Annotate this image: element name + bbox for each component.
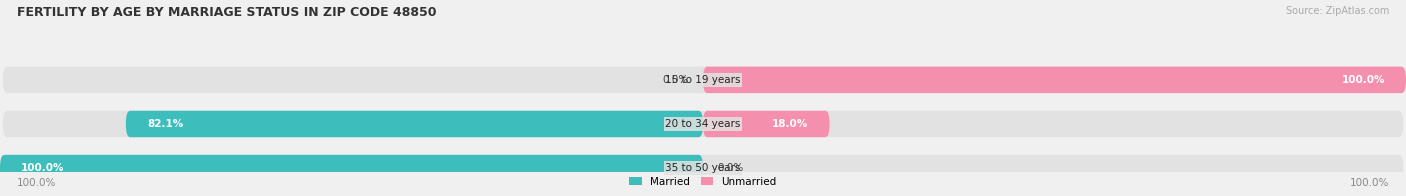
Text: 20 to 34 years: 20 to 34 years <box>665 119 741 129</box>
FancyBboxPatch shape <box>0 155 703 181</box>
Text: 82.1%: 82.1% <box>148 119 183 129</box>
Text: 18.0%: 18.0% <box>772 119 808 129</box>
FancyBboxPatch shape <box>703 111 830 137</box>
Text: 100.0%: 100.0% <box>1341 75 1385 85</box>
Text: 100.0%: 100.0% <box>21 163 65 173</box>
Legend: Married, Unmarried: Married, Unmarried <box>626 172 780 191</box>
FancyBboxPatch shape <box>3 67 1403 93</box>
Text: 0.0%: 0.0% <box>662 75 689 85</box>
Text: FERTILITY BY AGE BY MARRIAGE STATUS IN ZIP CODE 48850: FERTILITY BY AGE BY MARRIAGE STATUS IN Z… <box>17 6 436 19</box>
Text: Source: ZipAtlas.com: Source: ZipAtlas.com <box>1285 6 1389 16</box>
FancyBboxPatch shape <box>703 67 1406 93</box>
Text: 100.0%: 100.0% <box>17 178 56 188</box>
FancyBboxPatch shape <box>127 111 703 137</box>
Text: 15 to 19 years: 15 to 19 years <box>665 75 741 85</box>
Text: 100.0%: 100.0% <box>1350 178 1389 188</box>
FancyBboxPatch shape <box>3 111 1403 137</box>
FancyBboxPatch shape <box>3 155 1403 181</box>
Text: 35 to 50 years: 35 to 50 years <box>665 163 741 173</box>
Text: 0.0%: 0.0% <box>717 163 744 173</box>
